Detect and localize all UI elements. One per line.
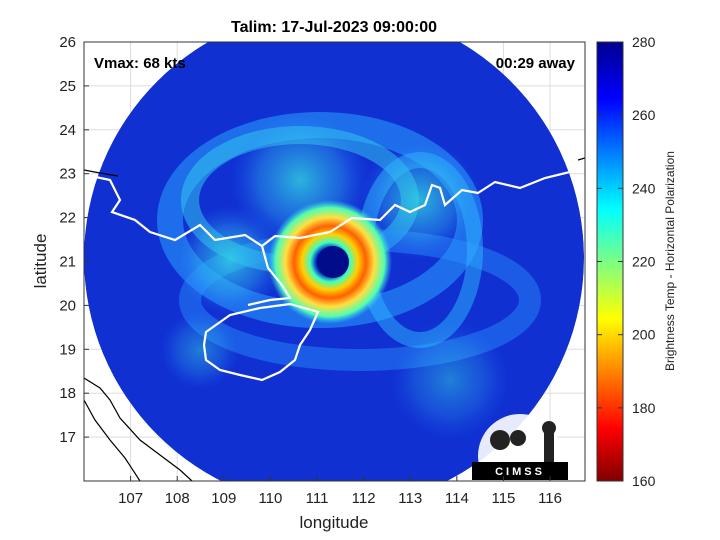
x-tick-label: 112 (352, 490, 376, 507)
y-tick-label: 21 (59, 254, 76, 271)
x-axis-label: longitude (299, 513, 368, 532)
coastline-mainland (85, 168, 579, 248)
colorbar-label: Brightness Temp - Horizontal Polarizatio… (663, 151, 677, 371)
colorbar-ticks: 160 180 200 220 240 260 280 (597, 34, 656, 489)
vmax-label: Vmax: 68 kts (94, 55, 186, 72)
x-tick-label: 109 (211, 490, 236, 507)
y-tick-label: 22 (59, 210, 76, 227)
x-tick-label: 116 (538, 490, 562, 507)
colorbar-tick-label: 180 (632, 400, 656, 416)
coastline-hainan (202, 302, 320, 382)
chart-title: Talim: 17-Jul-2023 09:00:00 (231, 19, 437, 36)
colorbar-tick-label: 160 (632, 473, 656, 489)
x-tick-label: 113 (398, 490, 422, 507)
y-axis-label: latitude (31, 234, 50, 289)
x-tick-label: 107 (118, 490, 143, 507)
x-tick-label: 114 (445, 490, 469, 507)
y-tick-label: 17 (59, 429, 76, 446)
x-tick-label: 111 (306, 490, 329, 507)
y-ticks: 17 18 19 20 21 22 23 24 25 26 (59, 34, 89, 446)
colorbar-tick-label: 220 (632, 254, 656, 270)
x-tick-label: 115 (491, 490, 515, 507)
storm-eye (317, 246, 349, 278)
logo-text: CIMSS (495, 466, 545, 478)
colorbar-tick-label: 280 (632, 34, 656, 50)
y-tick-label: 20 (59, 297, 76, 314)
time-offset-label: 00:29 away (496, 55, 576, 72)
x-tick-label: 110 (258, 490, 282, 507)
y-tick-label: 18 (59, 385, 76, 402)
colorbar-tick-label: 260 (632, 107, 656, 123)
y-tick-label: 26 (59, 34, 76, 51)
colorbar-tick-label: 240 (632, 180, 656, 196)
y-tick-label: 25 (59, 78, 76, 95)
y-tick-label: 19 (59, 341, 76, 358)
coastline-vietnam (84, 377, 193, 481)
x-ticks: 107 108 109 110 111 112 113 114 115 116 (118, 476, 562, 507)
y-tick-label: 24 (59, 122, 76, 139)
swath-layer (84, 42, 585, 481)
coastline-leizhou (247, 245, 292, 307)
y-tick-label: 23 (59, 166, 76, 183)
x-tick-label: 108 (165, 490, 190, 507)
cimss-logo: CIMSS (472, 414, 568, 498)
colorbar-tick-label: 200 (632, 327, 656, 343)
